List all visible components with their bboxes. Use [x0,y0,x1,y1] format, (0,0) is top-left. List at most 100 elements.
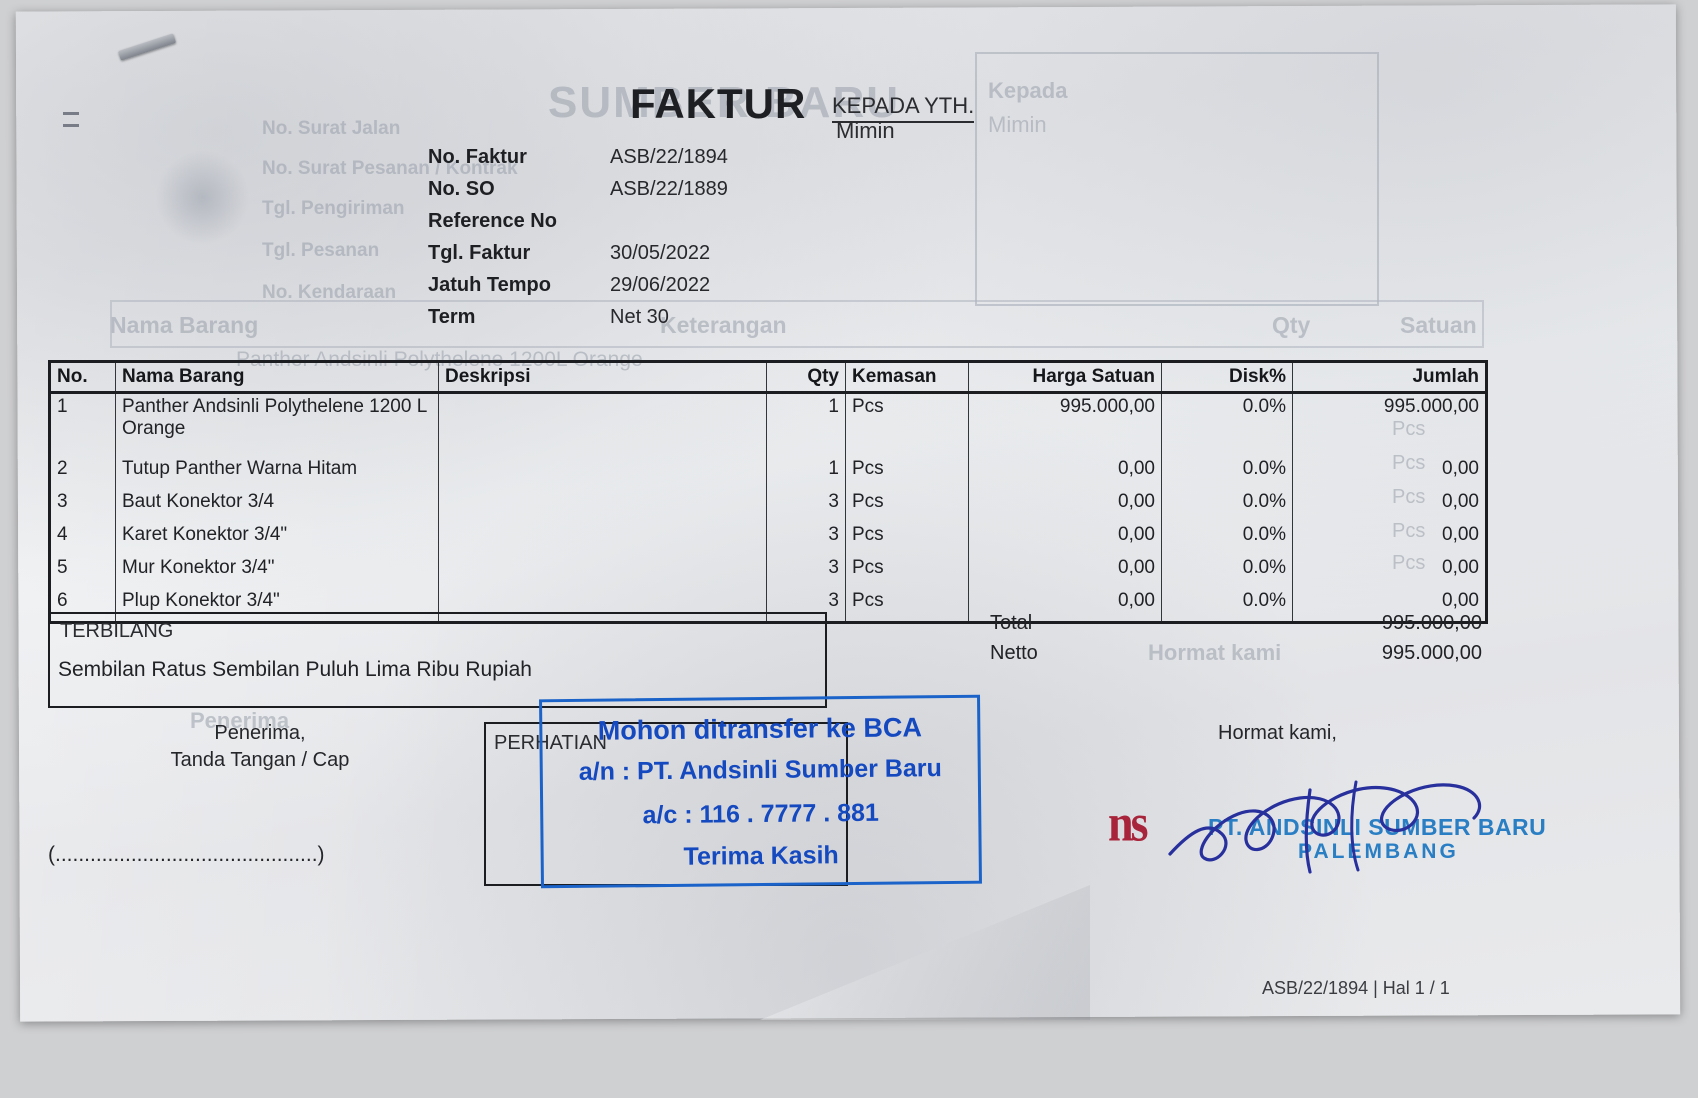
meta-value: ASB/22/1889 [610,178,728,200]
meta-row: Tgl. Faktur 30/05/2022 [428,242,988,274]
netto-row: Netto 995.000,00 [990,642,1482,672]
bleedthrough-field: Tgl. Pengiriman [262,198,405,219]
bleedthrough-field: No. Kendaraan [262,282,397,303]
stamp-line-1: Mohon ditransfer ke BCA [597,712,923,746]
perhatian-box: PERHATIAN [484,722,848,886]
column-header-no: No. [51,363,116,394]
cell-deskripsi [438,392,767,456]
cell-disk: 0.0% [1161,456,1293,489]
bleedthrough-header: Nama Barang [110,312,259,338]
receiver-signature-block: Penerima, Tanda Tangan / Cap [110,720,410,774]
company-stamp: ns PT. ANDSINLI SUMBER BARU PALEMBANG [1108,790,1546,880]
table-row: 4 Karet Konektor 3/4" 3 Pcs 0,00 0.0% 0,… [51,522,1485,555]
bleedthrough-header: Satuan [1400,312,1477,338]
registration-tick-icon [63,112,79,115]
cell-nama: Karet Konektor 3/4" [115,522,439,555]
cell-jumlah: 0,00 [1442,458,1479,479]
stamp-line-3: a/c : 116 . 7777 . 881 [642,798,880,830]
cell-qty: 1 [766,392,846,456]
cell-no: 4 [51,522,116,555]
cell-jumlah: 0,00 [1442,524,1479,545]
cell-no: 1 [51,392,116,456]
cell-disk: 0.0% [1161,555,1293,588]
cell-deskripsi [438,456,767,489]
cell-kemasan: Pcs [845,456,969,489]
cell-qty: 1 [766,456,846,489]
netto-label: Netto [990,642,1038,664]
cell-kemasan: Pcs [845,588,969,621]
total-label: Total [990,612,1033,634]
cell-no: 6 [51,588,116,621]
perhatian-label: PERHATIAN [494,732,607,754]
receiver-label-line1: Penerima, [214,722,306,744]
bleedthrough-kepada: Kepada [988,78,1068,103]
bleedthrough-field: Tgl. Pesanan [262,240,380,261]
table-row: 2 Tutup Panther Warna Hitam 1 Pcs 0,00 0… [51,456,1485,489]
cell-nama: Tutup Panther Warna Hitam [115,456,439,489]
meta-row: Term Net 30 [428,306,988,338]
column-header-jumlah: Jumlah [1292,363,1485,394]
cell-nama: Plup Konektor 3/4" [115,588,439,621]
recipient-label: KEPADA YTH. [832,93,975,123]
paper-crease [760,885,1090,1020]
table-row: 6 Plup Konektor 3/4" 3 Pcs 0,00 0.0% 0,0… [51,588,1485,621]
paper-smudge [155,150,250,245]
cell-jumlah: 995.000,00 [1383,396,1479,417]
cell-disk: 0.0% [1161,489,1293,522]
meta-row: No. SO ASB/22/1889 [428,178,988,210]
receiver-signature-line: (.......................................… [48,843,325,866]
netto-value: 995.000,00 [1381,642,1482,664]
cell-jumlah: 0,00 [1442,590,1479,611]
cell-disk: 0.0% [1161,392,1293,456]
column-header-harga: Harga Satuan [968,363,1162,394]
meta-value: 29/06/2022 [610,274,711,296]
cell-qty: 3 [766,489,846,522]
terbilang-value: Sembilan Ratus Sembilan Puluh Lima Ribu … [58,658,532,681]
company-stamp-name: PT. ANDSINLI SUMBER BARU [1208,814,1547,840]
invoice-meta-list: No. Faktur ASB/22/1894 No. SO ASB/22/188… [428,146,988,338]
stamp-line-4: Terima Kasih [683,841,839,871]
column-header-nama: Nama Barang [115,363,439,394]
cell-nama: Mur Konektor 3/4" [115,555,439,588]
meta-value: 30/05/2022 [610,242,711,264]
cell-disk: 0.0% [1161,522,1293,555]
cell-deskripsi [438,555,767,588]
cell-nama: Panther Andsinli Polythelene 1200 L Oran… [115,392,439,456]
cell-no: 2 [51,456,116,489]
column-header-disk: Disk% [1161,363,1293,394]
meta-label: No. Faktur [428,146,527,168]
meta-row: No. Faktur ASB/22/1894 [428,146,988,178]
cell-kemasan: Pcs [845,489,969,522]
page-footer: ASB/22/1894 | Hal 1 / 1 [1262,978,1450,998]
cell-harga: 0,00 [968,555,1162,588]
cell-jumlah: 0,00 [1442,557,1479,578]
terbilang-label: TERBILANG [60,620,174,642]
bleedthrough-box [975,52,1379,306]
column-header-deskripsi: Deskripsi [438,363,767,394]
cell-nama: Baut Konektor 3/4 [115,489,439,522]
page-title: FAKTUR [630,80,807,127]
table-row: 5 Mur Konektor 3/4" 3 Pcs 0,00 0.0% 0,00 [51,555,1485,588]
cell-kemasan: Pcs [845,555,969,588]
table-header-row: No. Nama Barang Deskripsi Qty Kemasan Ha… [51,363,1485,394]
cell-qty: 3 [766,555,846,588]
cell-harga: 995.000,00 [968,392,1162,456]
cell-deskripsi [438,522,767,555]
sender-label: Hormat kami, [1218,722,1337,744]
company-logo-icon: ns [1108,793,1149,852]
receiver-label-line2: Tanda Tangan / Cap [170,749,350,771]
cell-harga: 0,00 [968,489,1162,522]
bleedthrough-header: Qty [1272,312,1311,338]
column-header-qty: Qty [766,363,846,394]
bleedthrough-field: No. Surat Jalan [262,118,401,139]
meta-label: Tgl. Faktur [428,242,531,264]
cell-deskripsi [438,588,767,621]
meta-row: Reference No [428,210,988,242]
meta-value: ASB/22/1894 [610,146,728,168]
cell-no: 5 [51,555,116,588]
table-row: 3 Baut Konektor 3/4 3 Pcs 0,00 0.0% 0,00 [51,489,1485,522]
meta-label: Reference No [428,210,557,232]
company-stamp-city: PALEMBANG [1298,840,1459,863]
cell-harga: 0,00 [968,588,1162,621]
